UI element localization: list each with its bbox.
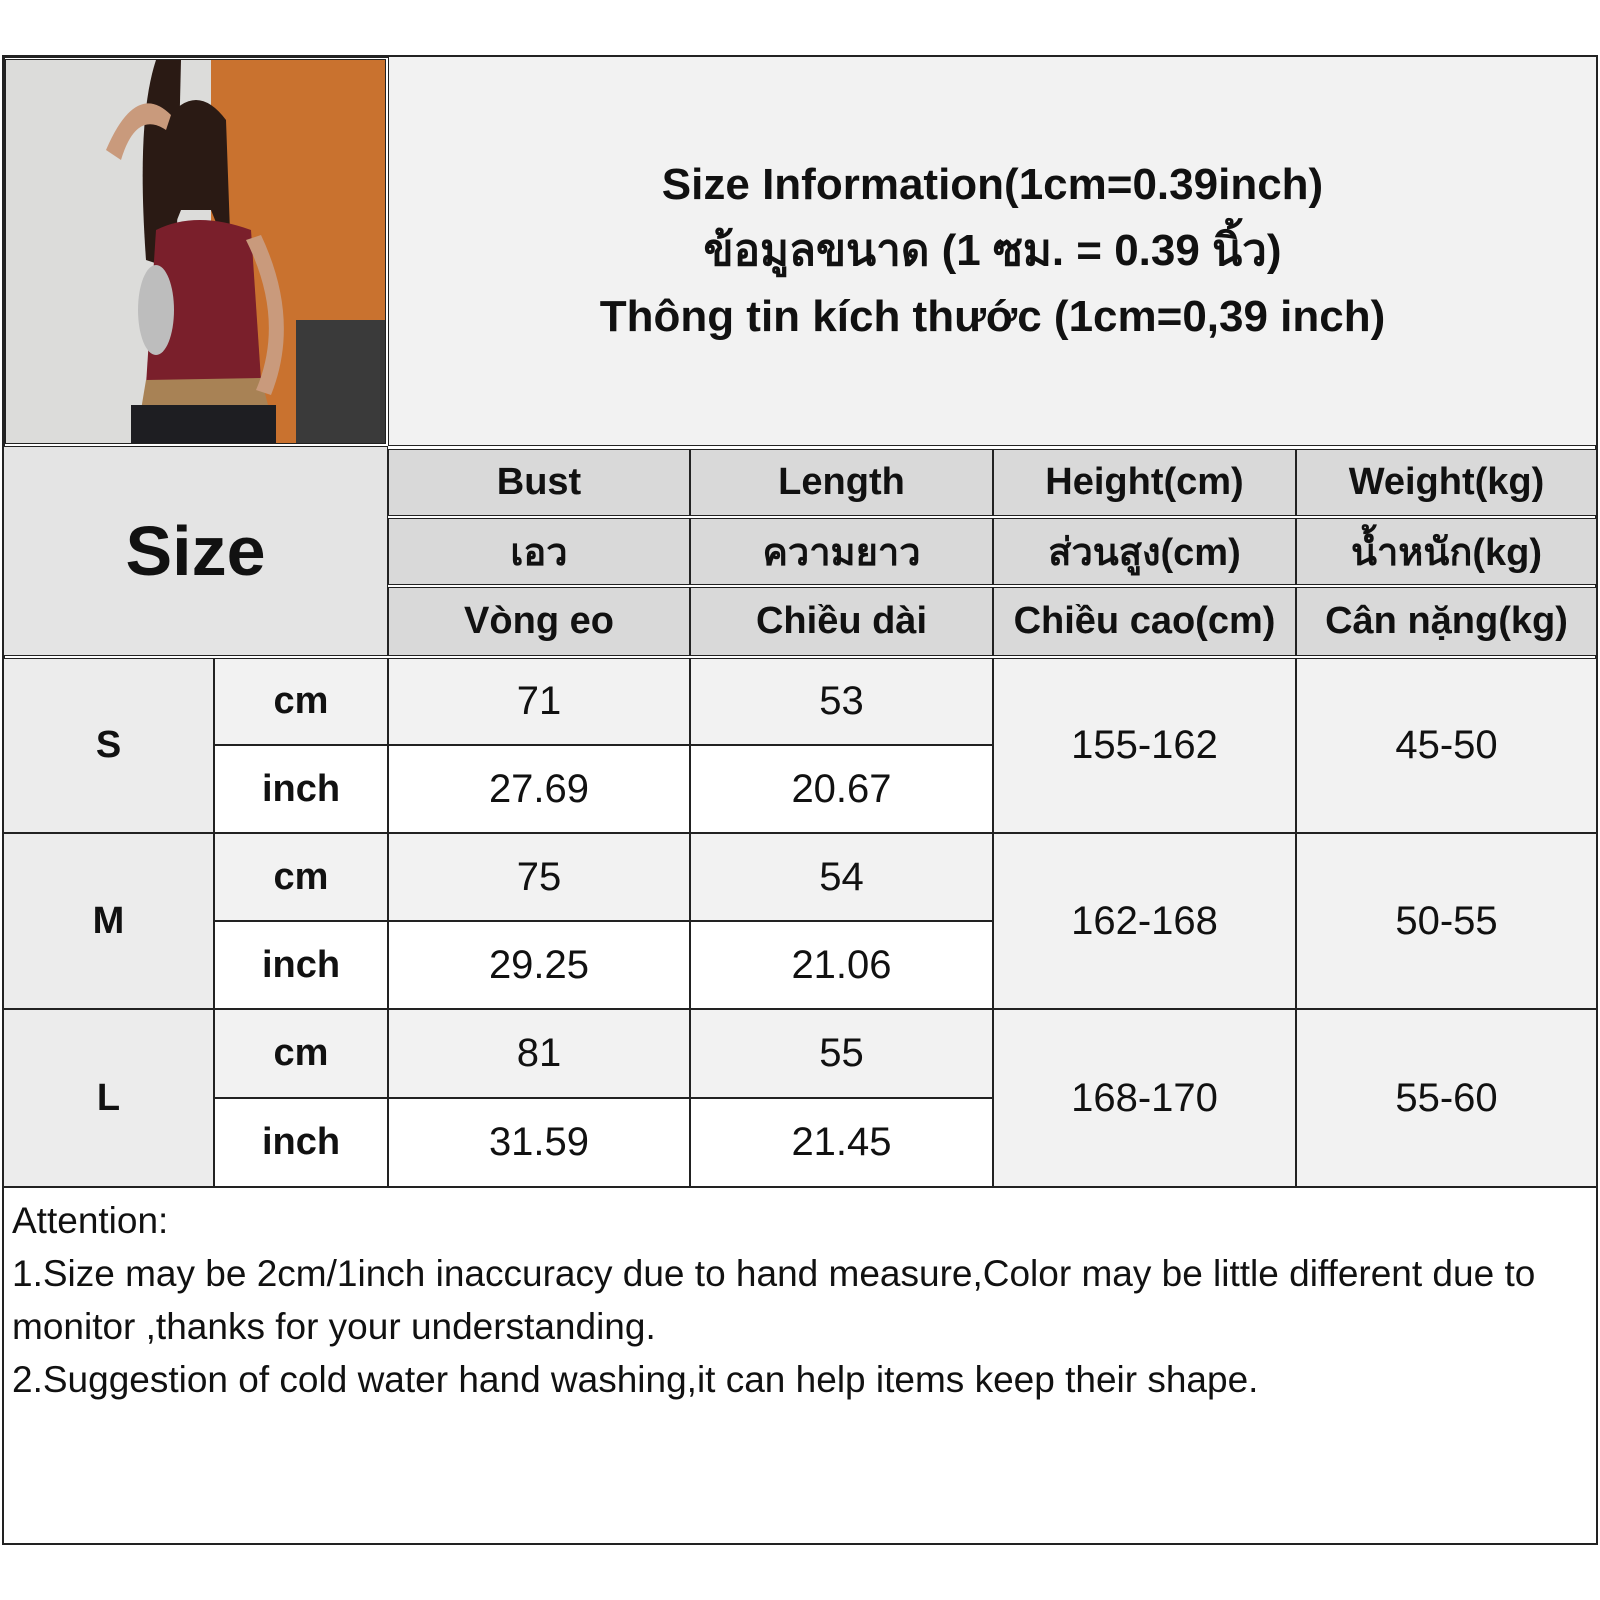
height-m: 162-168 <box>993 833 1296 1009</box>
col-length-th: ความยาว <box>690 518 993 585</box>
title-thai: ข้อมูลขนาด (1 ซม. = 0.39 นิ้ว) <box>703 226 1282 275</box>
length-inch-m: 21.06 <box>690 921 993 1009</box>
bust-cm-m: 75 <box>388 833 690 921</box>
product-photo <box>5 59 386 444</box>
bust-cm-l: 81 <box>388 1009 690 1098</box>
size-label-s: S <box>3 658 214 833</box>
unit-cm: cm <box>214 833 388 921</box>
bust-inch-m: 29.25 <box>388 921 690 1009</box>
length-inch-l: 21.45 <box>690 1098 993 1187</box>
unit-cm: cm <box>214 1009 388 1098</box>
col-bust-en: Bust <box>388 449 690 516</box>
note-1: 1.Size may be 2cm/1inch inaccuracy due t… <box>12 1253 1536 1347</box>
weight-m: 50-55 <box>1296 833 1597 1009</box>
height-l: 168-170 <box>993 1009 1296 1187</box>
notes-heading: Attention: <box>12 1200 169 1241</box>
title-block: Size Information(1cm=0.39inch) ข้อมูลขนา… <box>388 56 1597 446</box>
col-weight-th: น้ำหนัก(kg) <box>1296 518 1597 585</box>
weight-l: 55-60 <box>1296 1009 1597 1187</box>
col-weight-vi: Cân nặng(kg) <box>1296 587 1597 656</box>
col-weight-en: Weight(kg) <box>1296 449 1597 516</box>
col-height-vi: Chiều cao(cm) <box>993 587 1296 656</box>
unit-cm: cm <box>214 658 388 745</box>
col-bust-th: เอว <box>388 518 690 585</box>
col-length-vi: Chiều dài <box>690 587 993 656</box>
note-2: 2.Suggestion of cold water hand washing,… <box>12 1359 1259 1400</box>
height-s: 155-162 <box>993 658 1296 833</box>
unit-inch: inch <box>214 921 388 1009</box>
col-length-en: Length <box>690 449 993 516</box>
attention-notes: Attention: 1.Size may be 2cm/1inch inacc… <box>3 1187 1597 1544</box>
length-cm-l: 55 <box>690 1009 993 1098</box>
bust-cm-s: 71 <box>388 658 690 745</box>
title-vietnamese: Thông tin kích thước (1cm=0,39 inch) <box>599 292 1386 341</box>
bust-inch-l: 31.59 <box>388 1098 690 1187</box>
col-height-th: ส่วนสูง(cm) <box>993 518 1296 585</box>
weight-s: 45-50 <box>1296 658 1597 833</box>
length-cm-s: 53 <box>690 658 993 745</box>
bust-inch-s: 27.69 <box>388 745 690 833</box>
size-header: Size <box>3 446 388 656</box>
unit-inch: inch <box>214 745 388 833</box>
size-label-l: L <box>3 1009 214 1187</box>
length-inch-s: 20.67 <box>690 745 993 833</box>
size-label-m: M <box>3 833 214 1009</box>
col-bust-vi: Vòng eo <box>388 587 690 656</box>
unit-inch: inch <box>214 1098 388 1187</box>
title-english: Size Information(1cm=0.39inch) <box>661 160 1324 209</box>
col-height-en: Height(cm) <box>993 449 1296 516</box>
length-cm-m: 54 <box>690 833 993 921</box>
